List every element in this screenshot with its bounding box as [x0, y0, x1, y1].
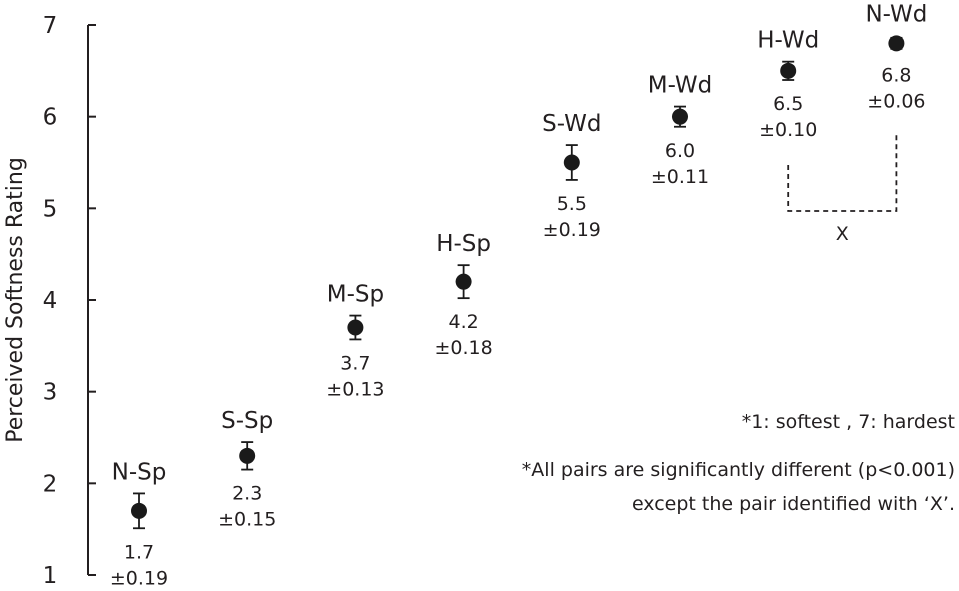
y-tick-label: 5 — [43, 196, 58, 222]
y-tick-label: 2 — [43, 471, 58, 497]
marker — [888, 35, 905, 52]
significance-bracket — [787, 132, 898, 212]
point-error: ±0.10 — [759, 119, 817, 141]
marker — [239, 447, 256, 464]
point-error: ±0.11 — [651, 166, 709, 188]
y-tick-label: 1 — [43, 563, 58, 589]
point-value: 4.2 — [448, 311, 478, 333]
point-value: 5.5 — [557, 193, 587, 215]
point-error: ±0.06 — [867, 90, 925, 112]
point-label: H-Sp — [436, 231, 491, 257]
data-point-h-wd: H-Wd 6.5 ±0.10 — [757, 28, 819, 141]
point-value: 6.8 — [881, 64, 911, 86]
y-tick-label: 6 — [43, 105, 58, 131]
point-label: N-Sp — [112, 459, 167, 485]
point-label: S-Sp — [221, 408, 273, 434]
point-error: ±0.15 — [218, 509, 276, 531]
point-value: 6.5 — [773, 93, 803, 115]
bracket-label: X — [836, 223, 849, 245]
point-error: ±0.19 — [543, 219, 601, 241]
point-label: H-Wd — [757, 28, 819, 54]
data-point-m-wd: M-Wd 6.0 ±0.11 — [648, 73, 713, 188]
y-axis-label: Perceived Softness Rating — [3, 157, 28, 443]
point-label: M-Sp — [327, 282, 384, 308]
point-error: ±0.13 — [326, 378, 384, 400]
annotation-scale: *1: softest , 7: hardest — [742, 411, 955, 433]
data-point-h-sp: H-Sp 4.2 ±0.18 — [434, 231, 492, 359]
marker — [347, 319, 364, 336]
point-label: S-Wd — [542, 111, 601, 137]
annotation-exception: except the pair identified with ‘X’. — [632, 493, 955, 515]
marker — [780, 62, 797, 79]
data-point-s-sp: S-Sp 2.3 ±0.15 — [218, 408, 276, 530]
y-tick-label: 4 — [43, 288, 58, 314]
point-label: N-Wd — [865, 1, 927, 27]
point-error: ±0.18 — [434, 337, 492, 359]
y-tick-label: 3 — [43, 380, 58, 406]
marker — [455, 273, 472, 290]
point-label: M-Wd — [648, 73, 713, 99]
data-point-m-sp: M-Sp 3.7 ±0.13 — [326, 282, 384, 401]
point-value: 1.7 — [124, 541, 154, 563]
data-point-n-sp: N-Sp 1.7 ±0.19 — [110, 459, 168, 589]
y-tick-label: 7 — [43, 13, 58, 39]
annotation-significance: *All pairs are significantly different (… — [522, 459, 955, 481]
marker — [672, 108, 688, 125]
point-value: 6.0 — [665, 140, 695, 162]
point-value: 3.7 — [340, 352, 370, 374]
marker — [563, 154, 580, 171]
data-point-s-wd: S-Wd 5.5 ±0.19 — [542, 111, 601, 241]
marker — [131, 502, 147, 519]
point-error: ±0.19 — [110, 567, 168, 589]
point-value: 2.3 — [232, 483, 262, 505]
data-point-n-wd: N-Wd 6.8 ±0.06 — [865, 1, 927, 112]
